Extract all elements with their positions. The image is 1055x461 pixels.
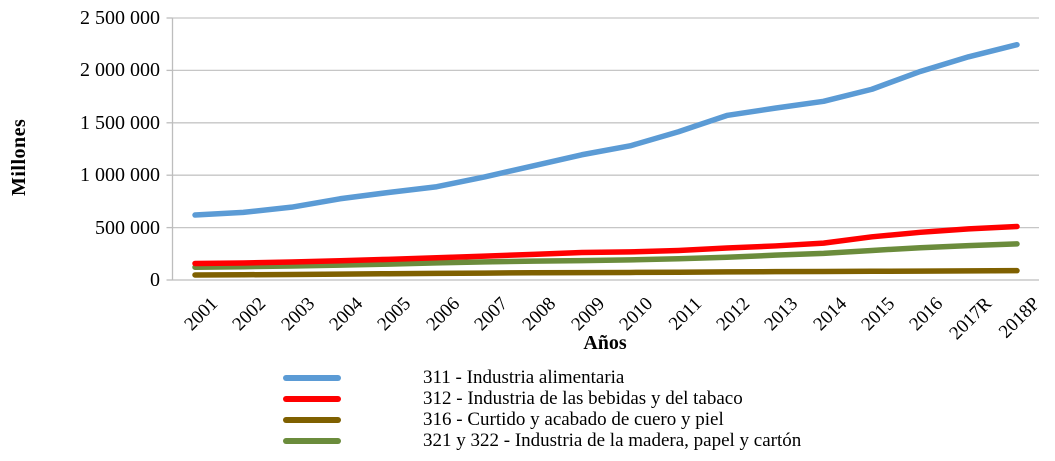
x-axis-title: Años: [583, 332, 627, 354]
legend-row: 321 y 322 - Industria de la madera, pape…: [0, 430, 1055, 451]
y-tick-label: 1 000 000: [80, 164, 160, 187]
legend-label: 311 - Industria alimentaria: [423, 367, 625, 388]
y-tick-label: 500 000: [95, 216, 160, 239]
legend-swatch: [283, 416, 341, 423]
legend-swatch: [283, 374, 341, 381]
series-line-321: [192, 241, 1020, 270]
y-tick-label: 0: [150, 269, 160, 291]
legend-label: 321 y 322 - Industria de la madera, pape…: [423, 430, 802, 451]
legend-row: 311 - Industria alimentaria: [0, 367, 1055, 388]
legend-row: 316 - Curtido y acabado de cuero y piel: [0, 409, 1055, 430]
legend-label: 312 - Industria de las bebidas y del tab…: [423, 388, 743, 409]
legend-swatch: [283, 437, 341, 444]
series-line-312: [192, 223, 1020, 267]
legend-swatch: [283, 395, 341, 402]
legend-label: 316 - Curtido y acabado de cuero y piel: [423, 409, 724, 430]
legend-row: 312 - Industria de las bebidas y del tab…: [0, 388, 1055, 409]
series-line-316: [192, 267, 1020, 278]
y-tick-label: 2 500 000: [80, 7, 160, 29]
y-tick-label: 2 000 000: [80, 59, 160, 82]
series-line-311: [192, 41, 1020, 218]
legend: 311 - Industria alimentaria 312 - Industr…: [0, 367, 1055, 451]
y-tick-label: 1 500 000: [80, 111, 160, 134]
